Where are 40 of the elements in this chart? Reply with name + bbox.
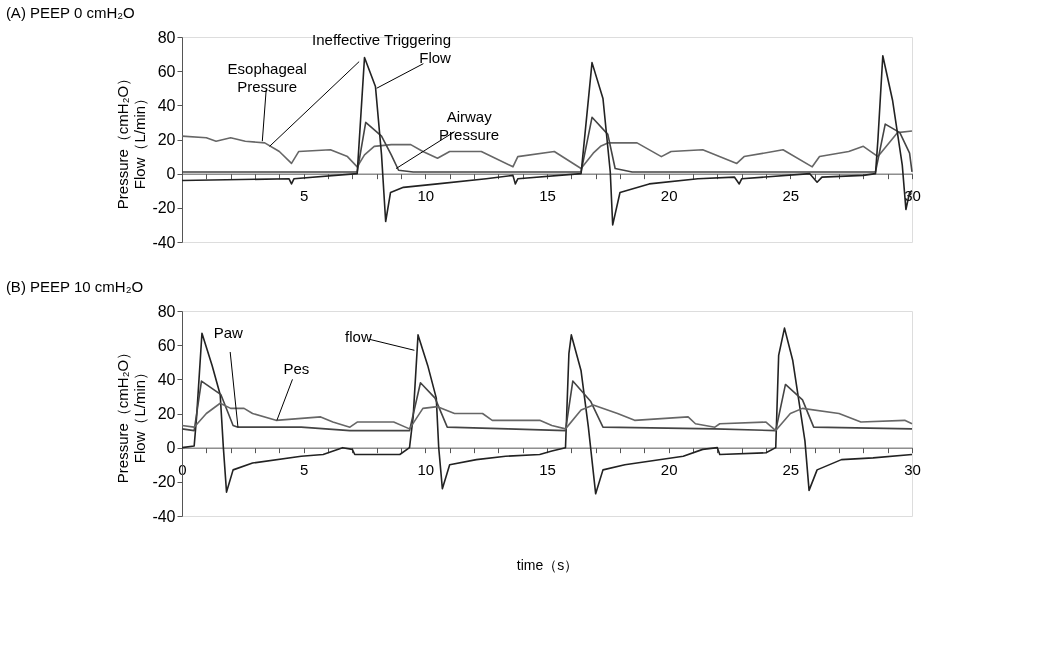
y-tick-label: 60 [157,62,176,80]
x-tick-label: 15 [539,187,556,205]
y-tick-label: 0 [166,439,176,457]
x-tick-label: 20 [660,461,678,479]
x-tick-label: 5 [299,461,309,479]
y-tick-label: 20 [157,131,176,148]
line-series [181,380,913,432]
y-tick-label: -20 [152,473,176,491]
y-tick-label: 20 [157,405,176,422]
annotation: flow [345,327,372,345]
x-tick-label: 30 [904,461,921,479]
y-tick-label: 60 [157,336,176,354]
x-tick-label: 10 [417,461,435,479]
annotation: Airway Pressure [439,108,500,144]
x-tick-label: 5 [299,187,309,205]
x-axis-title: time（s） [516,556,579,573]
y-axis-title: Pressure（cmH₂O） Flow（L/min） [114,344,149,484]
y-tick-label: 40 [157,370,176,388]
y-tick-label: -40 [152,507,176,525]
annotation: Esophageal Pressure [227,60,307,96]
annotation: Paw [213,324,243,342]
y-tick-label: 80 [157,28,176,46]
x-tick-label: 15 [539,461,556,479]
y-axis-title: Pressure（cmH₂O） Flow（L/min） [114,70,149,210]
annotation: Flow [419,48,452,66]
y-tick-label: -20 [152,199,176,217]
chart-title: (A) PEEP 0 cmH₂O [5,4,135,21]
chart-title: (B) PEEP 10 cmH₂O [5,278,144,295]
y-tick-label: -40 [152,233,176,251]
x-tick-label: 25 [782,461,800,479]
annotation: Pes [283,360,310,378]
y-tick-label: 80 [157,302,176,320]
x-tick-label: 20 [660,187,678,205]
y-tick-label: 40 [157,96,176,114]
line-series [181,130,913,170]
x-tick-label: 10 [417,187,435,205]
line-series [181,402,913,432]
y-tick-label: 0 [166,165,176,183]
x-tick-label: 25 [782,187,800,205]
annotation: Ineffective Triggering [312,31,452,49]
